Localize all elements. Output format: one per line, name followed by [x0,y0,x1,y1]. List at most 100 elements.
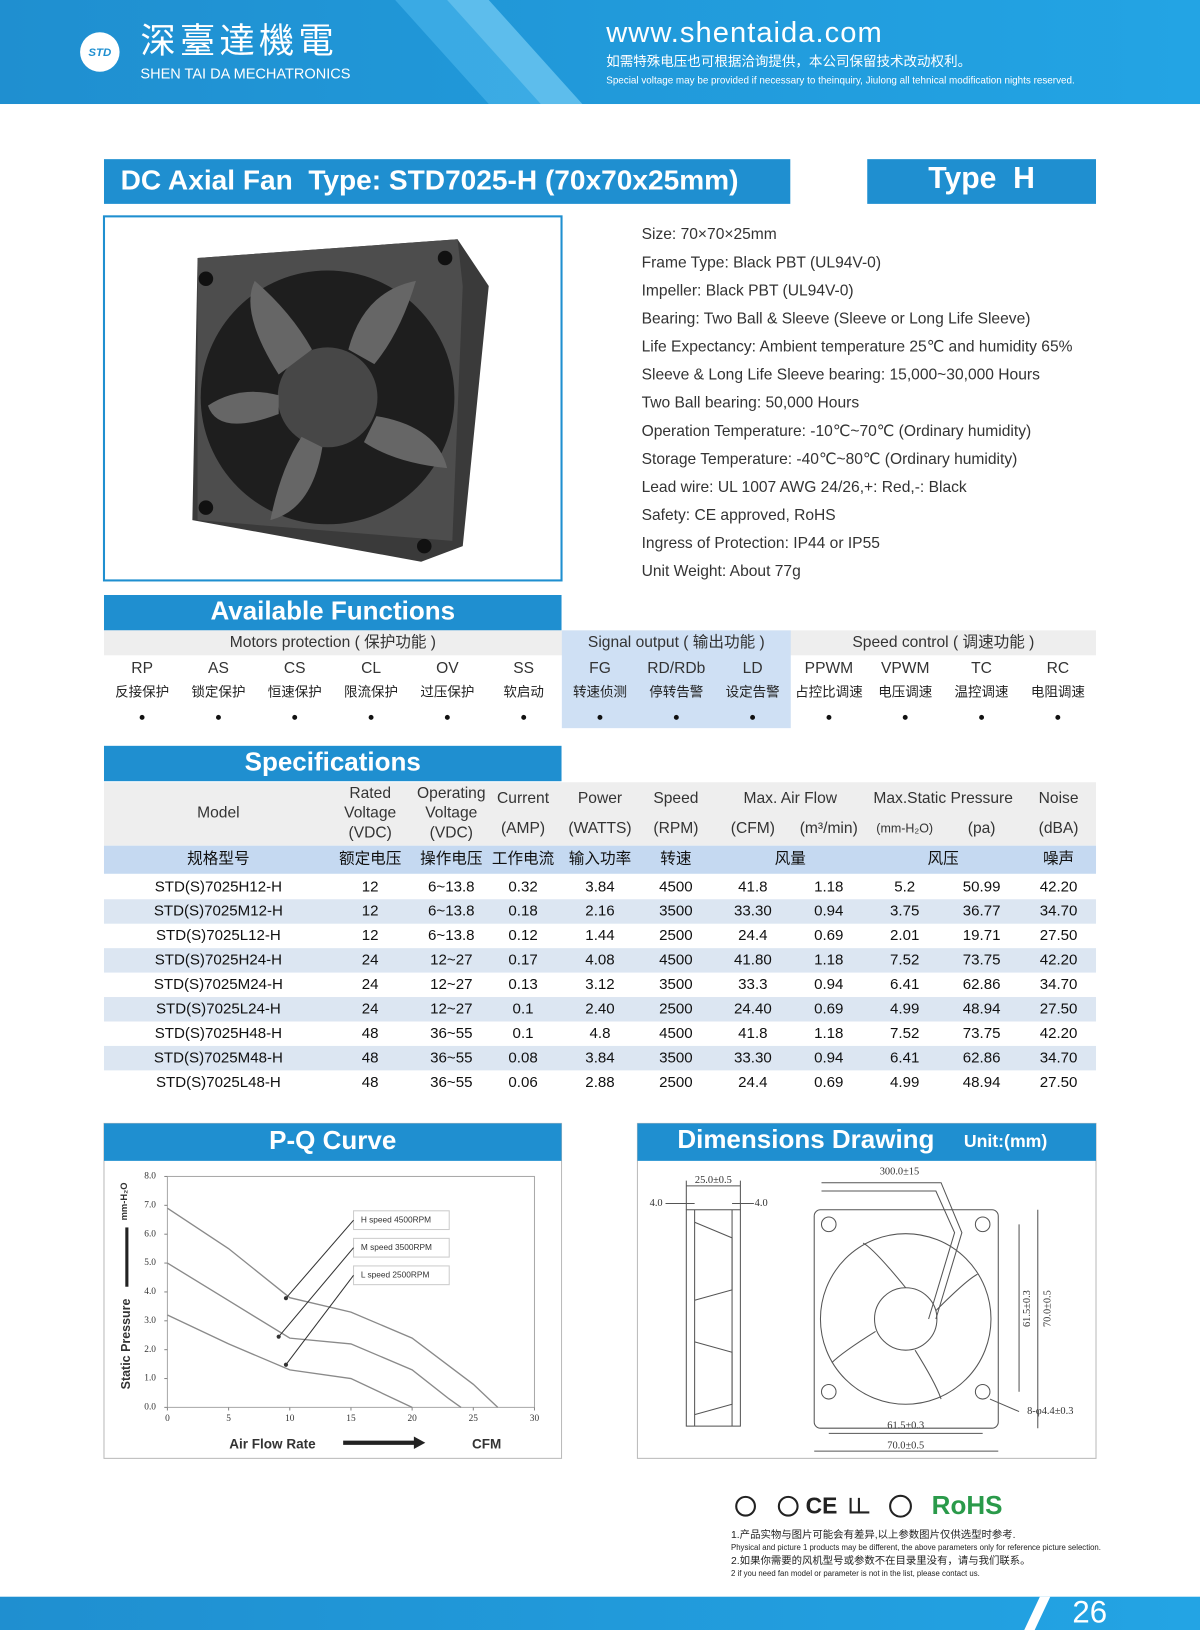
column-header: Power [578,790,622,807]
table-cell: 1.18 [814,1025,843,1042]
function-dot: ● [978,712,985,724]
table-cell: 0.94 [814,976,843,993]
legend-tip [276,1334,281,1339]
notice-cn: 如需特殊电压也可根据洽询提供，本公司保留技术改动权利。 [606,53,971,69]
spec-line: Operation Temperature: -10℃~70℃ (Ordinar… [642,423,1032,440]
table-cell: 3500 [659,1049,693,1066]
notice-en: Special voltage may be provided if neces… [606,76,1075,87]
table-cell: 4500 [659,952,693,969]
function-name: 反接保护 [115,683,169,699]
column-header: Voltage [344,805,396,822]
function-code: TC [971,660,992,677]
function-name: 占控比调速 [795,684,863,699]
table-cell: 0.17 [508,952,537,969]
table-cell: 48.94 [963,1074,1001,1091]
table-cell: 3.75 [890,903,919,920]
x-tick-label: 20 [407,1414,417,1424]
function-code: LD [743,660,763,677]
table-cell: 3500 [659,976,693,993]
column-header: Model [197,805,239,822]
column-header-cn: 转速 [660,849,691,867]
function-code: CS [284,660,306,677]
table-cell: 73.75 [963,952,1001,969]
dim-label: 4.0 [650,1198,663,1209]
spec-line: Ingress of Protection: IP44 or IP55 [642,535,881,552]
note-line: 2.如果你需要的风机型号或参数不在目录里没有，请与我们联系。 [731,1554,1031,1567]
function-dot: ● [520,712,527,724]
table-cell: 0.12 [508,927,537,944]
table-cell: 42.20 [1040,952,1078,969]
table-cell: STD(S)7025M12-H [154,903,283,920]
table-cell: 12~27 [430,976,472,993]
y-tick-label: 4.0 [144,1287,156,1297]
function-dot: ● [673,712,680,724]
table-cell: 1.18 [814,952,843,969]
column-header: Speed [653,790,698,807]
table-cell: 0.94 [814,903,843,920]
column-header-cn: 工作电流 [492,849,555,867]
table-cell: 33.30 [734,903,772,920]
table-cell: 0.69 [814,1001,843,1018]
table-cell: 36~55 [430,1025,472,1042]
table-cell: STD(S)7025H48-H [155,1025,282,1042]
website: www.shentaida.com [605,17,883,49]
column-header-cn: 输入功率 [569,849,631,867]
function-code: OV [436,660,459,677]
column-header: (RPM) [653,820,698,837]
dim-label: 4.0 [755,1198,768,1209]
dim-label: 61.5±0.3 [1022,1290,1033,1327]
x-tick-label: 30 [530,1414,540,1424]
column-header-cn: 噪声 [1043,849,1074,867]
dimension-drawing [665,1180,1039,1452]
function-name: 锁定保护 [191,684,245,699]
function-name: 设定告警 [726,684,780,699]
table-cell: 4500 [659,878,693,895]
table-cell: 6~13.8 [428,903,475,920]
table-cell: 36~55 [430,1049,472,1066]
page-title: DC Axial Fan Type: STD7025-H (70x70x25mm… [121,164,739,195]
table-cell: 6.41 [890,976,919,993]
function-dot: ● [1054,712,1061,724]
dim-title: Dimensions Drawing [677,1124,934,1154]
function-dot: ● [444,712,451,724]
header-band [0,0,1200,105]
table-cell: 42.20 [1040,1025,1078,1042]
legend-label: M speed 3500RPM [361,1242,432,1252]
pq-box [103,1122,563,1459]
table-cell: 19.71 [963,927,1001,944]
table-cell: 5.2 [894,878,915,895]
spec-line: Safety: CE approved, RoHS [642,507,836,524]
y-tick-label: 3.0 [144,1316,156,1326]
x-axis-unit: CFM [472,1436,501,1451]
column-header: Operating [417,785,485,802]
legend-pointer [285,1274,354,1366]
spec-line: Storage Temperature: -40℃~80℃ (Ordinary … [642,451,1018,468]
table-cell: 2500 [659,927,693,944]
table-header-bg [103,782,1097,846]
table-cell: 2500 [659,1074,693,1091]
function-code: RP [131,660,153,677]
table-cell: 0.32 [508,878,537,895]
row-bg [103,997,1097,1022]
function-dot: ● [291,712,298,724]
spec-line: Lead wire: UL 1007 AWG 24/26,+: Red,-: B… [642,479,967,496]
table-cell: 36.77 [963,903,1001,920]
axis-arrowhead [413,1436,426,1450]
table-cell: 0.69 [814,927,843,944]
table-cell: 33.30 [734,1049,772,1066]
table-cell: 0.06 [508,1074,537,1091]
function-code: RC [1047,660,1070,677]
table-cell: 48 [362,1049,379,1066]
dim-label: 25.0±0.5 [695,1175,732,1186]
dim-label: 8-φ4.4±0.3 [1027,1406,1073,1417]
function-dot: ● [902,712,909,724]
function-code: VPWM [881,660,930,677]
table-cell: 34.70 [1040,1049,1078,1066]
table-cell: 4.99 [890,1001,919,1018]
dim-label: 61.5±0.3 [887,1421,924,1432]
table-cell: 42.20 [1040,878,1078,895]
table-cell: STD(S)7025L24-H [156,1001,281,1018]
function-dot: ● [215,712,222,724]
table-cell: 12 [362,903,379,920]
functions-bar [103,594,562,631]
